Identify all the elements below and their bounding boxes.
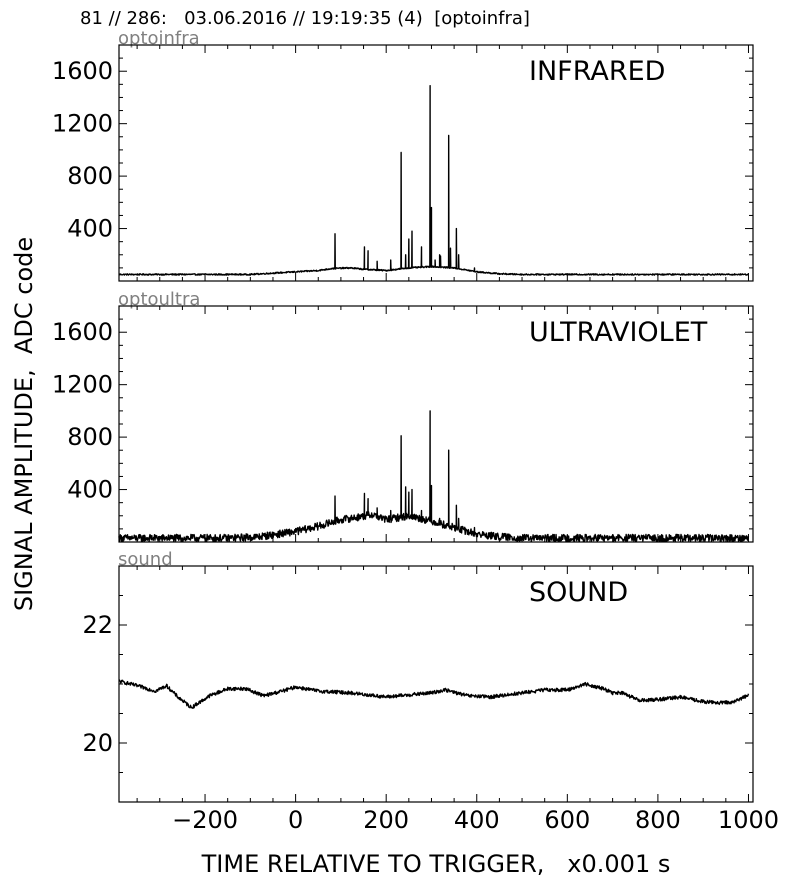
- panel-sound: sound SOUND −200 0 200 400 600 800 1000 20 22: [82, 549, 779, 834]
- y-tick-label-optoultra: 800: [67, 423, 113, 451]
- x-tick-label: 600: [544, 806, 590, 834]
- panel-title-optoultra: ULTRAVIOLET: [529, 317, 708, 348]
- panel-optoultra: optoultra ULTRAVIOLET 400 800 1200 1600: [52, 289, 754, 543]
- x-tick-label: 1000: [718, 806, 779, 834]
- channel-label-optoultra: optoultra: [118, 289, 200, 310]
- y-tick-label-optoinfra: 1200: [52, 110, 113, 138]
- signal-trace-optoultra: [118, 410, 750, 543]
- y-tick-label-optoultra: 400: [67, 476, 113, 504]
- x-tick-label: 0: [288, 806, 303, 834]
- signal-trace-optoinfra: [118, 84, 749, 276]
- panel-title-sound: SOUND: [529, 577, 628, 608]
- signal-trace-sound: [118, 679, 750, 709]
- figure-header: 81 // 286: 03.06.2016 // 19:19:35 (4) [o…: [80, 8, 530, 29]
- x-tick-label: 200: [363, 806, 409, 834]
- x-axis-label: TIME RELATIVE TO TRIGGER, x0.001 s: [201, 850, 671, 878]
- plot-frame-sound: [118, 565, 754, 803]
- x-tick-label: 800: [635, 806, 681, 834]
- y-tick-label-optoinfra: 800: [67, 162, 113, 190]
- channel-label-sound: sound: [118, 549, 173, 570]
- panel-optoinfra: optoinfra INFRARED 400 800 1200 1600: [52, 28, 754, 282]
- y-tick-label-sound: 20: [82, 729, 113, 757]
- channel-label-optoinfra: optoinfra: [118, 28, 200, 49]
- y-tick-label-optoinfra: 400: [67, 215, 113, 243]
- y-tick-label-optoultra: 1600: [52, 318, 113, 346]
- y-tick-label-optoultra: 1200: [52, 371, 113, 399]
- y-axis-label: SIGNAL AMPLITUDE, ADC code: [10, 236, 38, 612]
- y-tick-label-optoinfra: 1600: [52, 57, 113, 85]
- x-tick-label: −200: [172, 806, 238, 834]
- panel-title-optoinfra: INFRARED: [529, 56, 665, 87]
- y-tick-label-sound: 22: [82, 611, 113, 639]
- x-tick-label: 400: [454, 806, 500, 834]
